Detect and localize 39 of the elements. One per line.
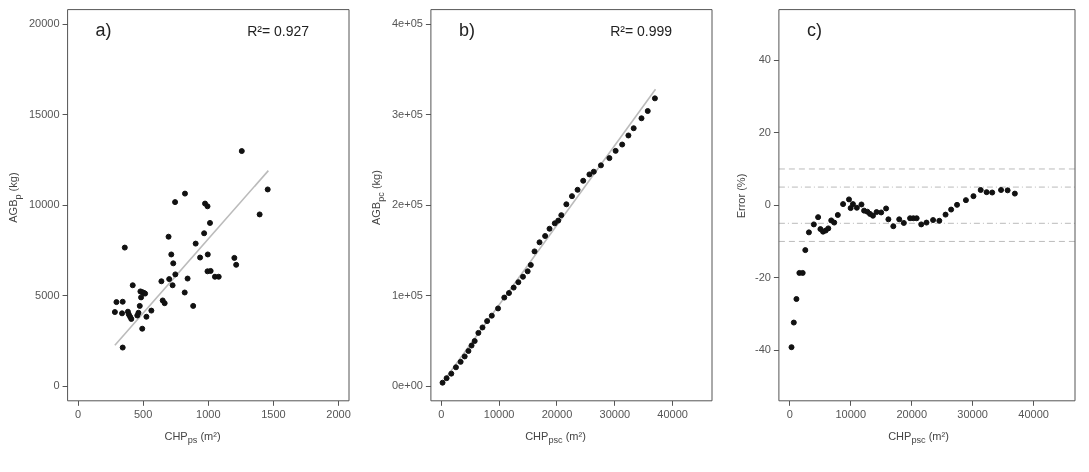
x-tick-label: 30000 (957, 408, 988, 421)
x-tick-label: 40000 (657, 408, 688, 421)
x-tick-label: 20000 (896, 408, 928, 421)
x-tick-label: 10000 (483, 408, 515, 421)
x-tick-label: 10000 (835, 408, 867, 421)
y-tick-label: -40 (754, 343, 771, 356)
x-tick-label: 0 (438, 408, 445, 421)
y-tick-label: 1e+05 (391, 288, 423, 301)
x-tick-label: 20000 (541, 408, 573, 421)
y-tick-label: 20 (758, 125, 771, 138)
x-tick-label: 2000 (326, 408, 351, 421)
x-tick-label: 500 (133, 408, 153, 421)
y-tick-label: 3e+05 (391, 107, 423, 120)
x-tick-label: 1000 (196, 408, 221, 421)
x-tick-label: 1500 (261, 408, 286, 421)
x-tick-label: 40000 (1018, 408, 1049, 421)
annotation: R²= 0.927 (247, 22, 310, 39)
y-tick-label: 0 (53, 379, 60, 392)
y-axis-title: Error (%) (735, 172, 747, 221)
y-tick-label: 10000 (28, 198, 60, 211)
y-tick-label: 4e+05 (391, 17, 423, 30)
x-tick-label: 30000 (599, 408, 631, 421)
annotation: c) (806, 19, 822, 40)
x-tick-label: 0 (74, 408, 82, 421)
y-tick-label: 20000 (28, 17, 60, 30)
x-axis-title: CHP$_{psc}$ (m²) (524, 430, 587, 446)
y-tick-label: 0e+00 (391, 379, 423, 392)
y-tick-label: 15000 (28, 107, 60, 120)
y-tick-label: 2e+05 (391, 198, 423, 211)
annotation: R²= 0.999 (610, 22, 673, 39)
annotation: a) (95, 19, 112, 40)
x-tick-label: 0 (786, 408, 793, 421)
x-axis-title: CHP$_{psc}$ (m²) (887, 430, 950, 446)
annotation: b) (458, 19, 475, 40)
y-tick-label: -20 (754, 270, 771, 283)
y-tick-label: 40 (758, 53, 771, 66)
y-tick-label: 0 (764, 198, 771, 211)
y-tick-label: 5000 (35, 288, 60, 301)
x-axis-title: CHP$_{ps}$ (m²) (163, 430, 222, 446)
